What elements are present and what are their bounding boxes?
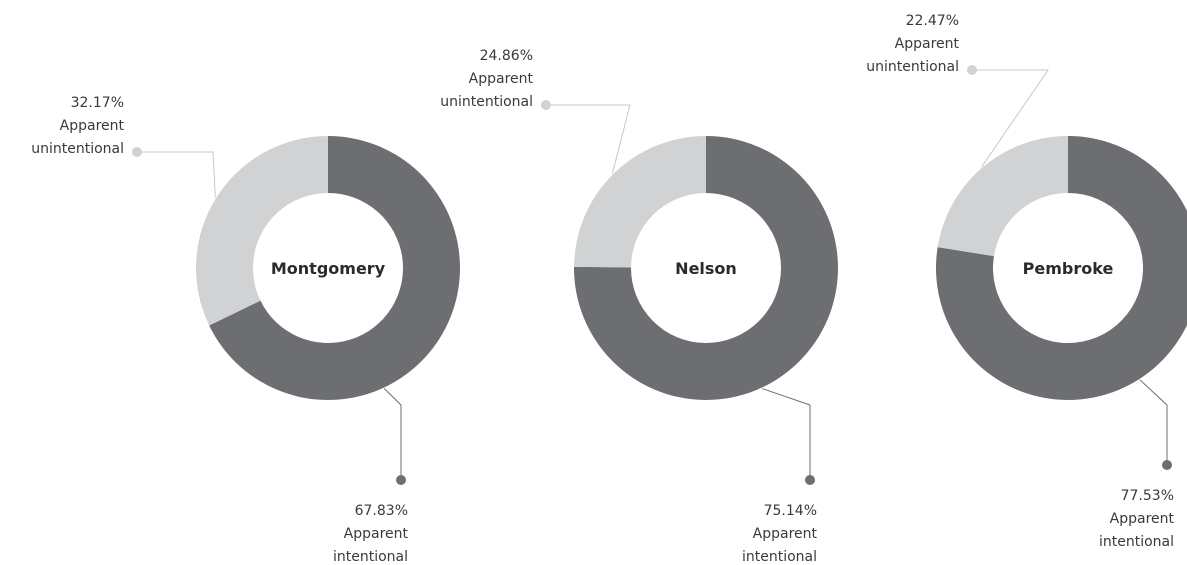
donut-center-label: Montgomery bbox=[271, 259, 386, 278]
category-label: Apparent unintentional bbox=[31, 118, 124, 157]
leader-dot bbox=[541, 100, 551, 110]
segment-label: 67.83% Apparent intentional bbox=[288, 500, 408, 565]
donut-segment bbox=[209, 136, 460, 400]
value-label: 24.86% bbox=[479, 48, 533, 64]
leader-line bbox=[383, 388, 402, 480]
value-label: 77.53% bbox=[1120, 488, 1174, 504]
segment-label: 22.47% Apparent unintentional bbox=[839, 10, 959, 79]
donut-segment bbox=[574, 136, 706, 268]
leader-line bbox=[546, 104, 631, 174]
segment-label: 77.53% Apparent intentional bbox=[1054, 485, 1174, 554]
category-label: Apparent intentional bbox=[332, 526, 408, 565]
donut-center-label: Pembroke bbox=[1023, 259, 1114, 278]
category-label: Apparent unintentional bbox=[440, 71, 533, 110]
donut-segment bbox=[574, 136, 838, 400]
leader-dot bbox=[132, 147, 142, 157]
category-label: Apparent unintentional bbox=[866, 36, 959, 75]
donut-segment bbox=[937, 136, 1068, 257]
leader-line bbox=[137, 151, 216, 198]
leader-dot bbox=[396, 475, 406, 485]
value-label: 67.83% bbox=[354, 503, 408, 519]
value-label: 32.17% bbox=[70, 95, 124, 111]
leader-dot bbox=[1162, 460, 1172, 470]
value-label: 22.47% bbox=[905, 13, 959, 29]
segment-label: 75.14% Apparent intentional bbox=[697, 500, 817, 565]
leader-dot bbox=[967, 65, 977, 75]
donut-segment bbox=[195, 136, 328, 326]
leader-line bbox=[972, 69, 1049, 168]
category-label: Apparent intentional bbox=[1098, 511, 1174, 550]
donut-segment bbox=[936, 136, 1187, 400]
segment-label: 24.86% Apparent unintentional bbox=[413, 45, 533, 114]
value-label: 75.14% bbox=[763, 503, 817, 519]
segment-label: 32.17% Apparent unintentional bbox=[4, 92, 124, 161]
leader-dot bbox=[805, 475, 815, 485]
leader-line bbox=[762, 388, 811, 480]
leader-line bbox=[1139, 379, 1168, 465]
donut-center-label: Nelson bbox=[675, 259, 737, 278]
category-label: Apparent intentional bbox=[741, 526, 817, 565]
